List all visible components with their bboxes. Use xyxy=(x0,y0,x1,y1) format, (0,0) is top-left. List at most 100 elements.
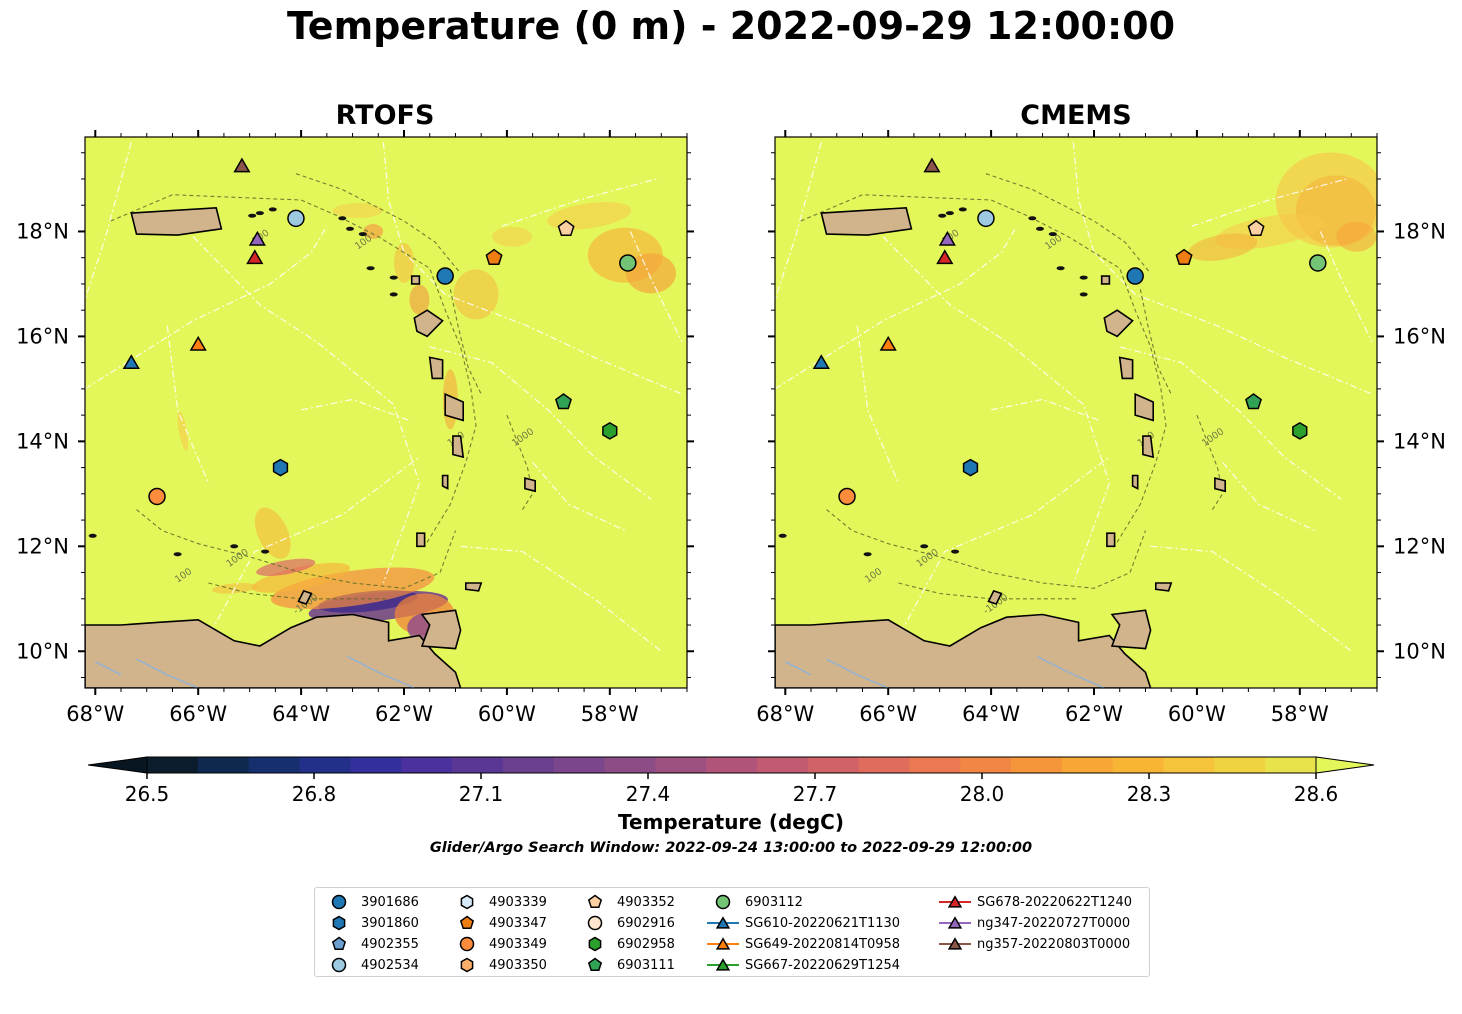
eez-boundary xyxy=(856,325,900,484)
eez-boundary xyxy=(775,142,822,300)
platform-marker xyxy=(879,335,897,351)
eez-boundary xyxy=(501,178,657,227)
panel-title-cmems: CMEMS xyxy=(1020,100,1132,131)
islet xyxy=(945,211,954,216)
platform-marker xyxy=(1292,422,1308,440)
island xyxy=(987,589,1003,605)
platform-marker xyxy=(1247,219,1265,237)
triangle-legend-marker xyxy=(715,958,731,971)
colorbar-tick-label: 27.1 xyxy=(459,782,504,806)
legend-label: 4902355 xyxy=(361,936,419,952)
river xyxy=(784,661,812,676)
islet xyxy=(958,207,967,212)
platform-marker xyxy=(1175,248,1193,265)
colorbar-segment xyxy=(807,757,860,773)
circle-legend-icon xyxy=(331,957,347,973)
lat-tick-label: 12°N xyxy=(1393,534,1446,558)
colorbar-segment xyxy=(1163,757,1215,773)
platform-marker xyxy=(272,458,289,477)
hexagon-legend-marker xyxy=(460,894,474,910)
platform-marker xyxy=(122,354,140,370)
legend-label: 4903352 xyxy=(617,894,675,910)
island xyxy=(1103,309,1134,338)
eez-boundary xyxy=(775,225,1018,390)
island xyxy=(1142,435,1155,459)
lon-tick-label: 66°W xyxy=(859,702,917,726)
circle-legend-icon xyxy=(331,894,347,910)
bathymetry-contour xyxy=(110,194,477,547)
islet xyxy=(766,534,774,538)
colorbar-segment xyxy=(553,757,606,773)
temperature-anomaly-patch xyxy=(409,284,430,315)
hexagon-legend-icon xyxy=(588,936,602,952)
colorbar-segment xyxy=(655,757,707,773)
eez-boundary xyxy=(202,456,420,647)
map-frame xyxy=(774,136,1378,689)
platform-marker xyxy=(233,157,251,173)
circle-legend-marker xyxy=(331,894,347,910)
search-window-caption: Glider/Argo Search Window: 2022-09-24 13… xyxy=(429,840,1033,856)
eez-boundary xyxy=(892,456,1110,647)
hexagon-legend-marker xyxy=(332,915,346,931)
legend-label: 3901686 xyxy=(361,894,419,910)
island xyxy=(444,392,465,422)
lat-tick-label: 14°N xyxy=(1393,429,1446,453)
colorbar-tick-label: 26.5 xyxy=(125,782,170,806)
colorbar-tick-label: 28.0 xyxy=(960,782,1005,806)
pentagon-legend-icon xyxy=(587,957,603,972)
legend-label: 4903347 xyxy=(489,915,547,931)
lat-tick-label: 14°N xyxy=(16,429,69,453)
pentagon-legend-icon xyxy=(587,894,603,909)
bathymetry-contour xyxy=(136,509,457,589)
platform-marker xyxy=(287,209,305,228)
islet xyxy=(1079,292,1088,297)
platform-marker xyxy=(189,335,207,351)
island xyxy=(820,206,913,236)
colorbar-segment xyxy=(604,757,656,773)
platform-marker xyxy=(936,249,954,265)
platform-marker xyxy=(485,248,503,265)
islet xyxy=(88,533,97,538)
bathymetry-contour xyxy=(1139,289,1172,395)
legend-item: 4902355 xyxy=(321,934,419,954)
triangle-legend-icon xyxy=(939,895,971,908)
legend-item: SG667-20220629T1254 xyxy=(705,955,900,975)
lon-tick-label: 58°W xyxy=(581,702,639,726)
triangle-legend-marker xyxy=(947,895,963,908)
map-frame xyxy=(84,136,688,689)
colorbar-segment xyxy=(248,757,301,773)
hexagon-legend-marker xyxy=(460,957,474,973)
legend-label: 3901860 xyxy=(361,915,419,931)
temperature-anomaly-patch xyxy=(252,562,351,593)
islet xyxy=(230,544,239,549)
eez-boundary xyxy=(460,545,662,652)
temperature-anomaly-patch xyxy=(626,253,676,294)
lon-tick-label: 68°W xyxy=(756,702,814,726)
lat-tick-label: 16°N xyxy=(16,324,69,348)
legend-item: 6902958 xyxy=(577,934,675,954)
temperature-anomaly-patch xyxy=(332,203,383,218)
island xyxy=(297,589,313,605)
island xyxy=(410,275,421,285)
triangle-legend-marker xyxy=(947,916,963,929)
islet xyxy=(173,552,182,557)
map-panel-rtofs: 100-10001000100100100100068°W66°W64°W62°… xyxy=(16,130,694,726)
islet xyxy=(268,207,277,212)
eez-boundary xyxy=(85,225,328,390)
legend-label: 4903350 xyxy=(489,957,547,973)
platform-marker xyxy=(923,157,941,173)
island xyxy=(524,477,537,493)
legend-item: 6903112 xyxy=(705,892,803,912)
islet xyxy=(778,533,787,538)
river xyxy=(1037,655,1105,688)
lon-tick-label: 68°W xyxy=(66,702,124,726)
colorbar-segment xyxy=(299,757,351,773)
island xyxy=(464,582,483,592)
temperature-anomaly-patch xyxy=(254,507,291,559)
islet xyxy=(1036,226,1044,231)
map-panel-cmems: 100-10001000100100100100068°W66°W64°W62°… xyxy=(756,130,1446,726)
pentagon-legend-icon xyxy=(331,936,347,951)
colorbar-segment xyxy=(858,757,910,773)
temperature-anomaly-patch xyxy=(256,558,316,576)
